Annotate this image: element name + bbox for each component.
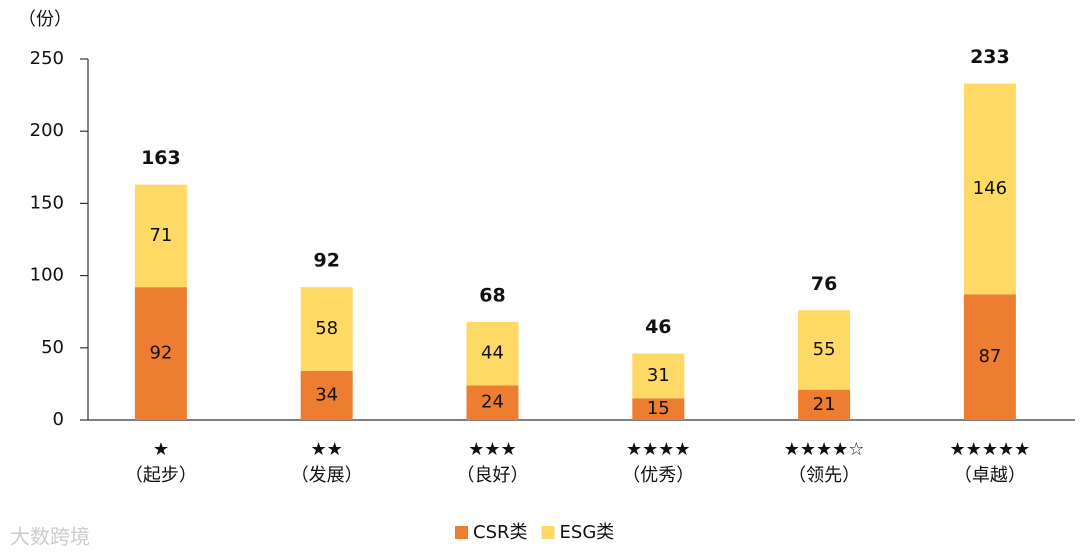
bar-segment — [134, 184, 187, 288]
bar-segment — [300, 370, 353, 420]
x-tick-label: ★★★★☆ — [784, 439, 865, 460]
total-label: 68 — [479, 284, 505, 306]
x-tick-label: （起步） — [125, 465, 197, 486]
bar-segment — [300, 287, 353, 371]
x-tick-label: （领先） — [788, 465, 860, 486]
bar-segment — [798, 310, 851, 390]
x-tick-label: （卓越） — [954, 465, 1026, 486]
value-label: 15 — [647, 398, 670, 419]
bar-segment — [632, 398, 685, 420]
value-label: 71 — [149, 225, 172, 246]
x-tick-label: （良好） — [457, 465, 529, 486]
bar-segment — [963, 83, 1016, 295]
total-label: 163 — [141, 147, 181, 169]
y-axis-label: （份） — [18, 9, 72, 30]
value-label: 44 — [481, 343, 504, 364]
x-tick-label: （优秀） — [622, 465, 694, 486]
total-label: 46 — [645, 316, 671, 338]
y-tick-label: 250 — [30, 48, 64, 69]
y-tick-label: 100 — [30, 265, 64, 286]
value-label: 58 — [315, 318, 338, 339]
value-label: 55 — [813, 339, 836, 360]
x-tick-label: ★★★★ — [626, 439, 691, 460]
legend-swatch — [541, 526, 555, 539]
value-label: 34 — [315, 384, 338, 405]
x-tick-label: ★★★★★ — [950, 439, 1031, 460]
legend-label: CSR类 — [473, 522, 528, 543]
total-label: 92 — [313, 250, 339, 272]
legend-swatch — [455, 526, 468, 539]
bar-segment — [466, 385, 519, 420]
x-tick-label: ★ — [153, 439, 169, 460]
bar-segment — [466, 321, 519, 386]
value-label: 31 — [647, 365, 670, 386]
total-label: 76 — [811, 273, 837, 295]
y-tick-label: 50 — [41, 337, 64, 358]
bar-segment — [134, 287, 187, 420]
legend-label: ESG类 — [560, 522, 615, 543]
total-label: 233 — [970, 46, 1010, 68]
bar-segment — [798, 389, 851, 420]
bar-segment — [632, 353, 685, 399]
watermark: 大数跨境 — [10, 525, 90, 549]
y-tick-label: 200 — [30, 120, 64, 141]
value-label: 21 — [813, 394, 836, 415]
y-tick-label: 150 — [30, 192, 64, 213]
x-tick-label: （发展） — [291, 465, 363, 486]
value-label: 146 — [973, 178, 1007, 199]
value-label: 24 — [481, 392, 504, 413]
x-tick-label: ★★★ — [468, 439, 516, 460]
x-tick-label: ★★ — [311, 439, 343, 460]
y-tick-label: 0 — [53, 409, 64, 430]
bar-segment — [963, 294, 1016, 420]
value-label: 92 — [149, 343, 172, 364]
value-label: 87 — [978, 346, 1001, 367]
